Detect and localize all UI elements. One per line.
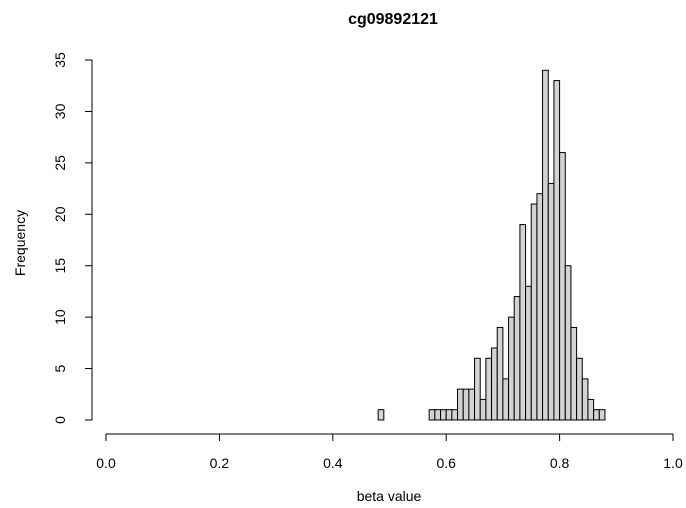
histogram-bar [553,80,561,421]
histogram-bar [428,409,436,421]
histogram-bar [542,69,549,421]
x-tick-label: 0.2 [210,455,230,471]
histogram-bar [547,182,555,421]
y-tick-label: 25 [52,155,68,171]
x-tick-label: 0.8 [550,455,570,471]
y-tick-label: 10 [52,309,68,325]
histogram-bar [377,409,385,421]
histogram-bar [440,409,447,421]
histogram-bar [468,388,476,421]
histogram-bar [564,265,572,421]
histogram-bar [593,409,600,421]
y-tick-label: 20 [52,206,68,222]
y-tick-label: 30 [52,103,68,119]
histogram-bar [525,285,532,421]
x-tick-label: 0.4 [323,455,343,471]
histogram-bar [451,409,459,421]
histogram-bars [377,69,606,421]
histogram-bar [587,398,595,421]
histogram-bar [445,409,453,421]
histogram-bar [519,224,527,421]
y-tick-label: 15 [52,258,68,274]
x-axis: 0.0 0.2 0.4 0.6 0.8 1.0 [96,433,683,471]
histogram-bar [496,326,504,421]
histogram-bar [508,316,515,421]
histogram-bar [576,357,583,421]
histogram-bar [513,296,521,421]
histogram-bar [462,388,470,421]
histogram-bar [581,378,589,421]
histogram-bar [502,378,510,421]
histogram-bar [559,152,566,421]
chart-title: cg09892121 [348,11,438,28]
histogram-bar [457,388,464,421]
x-tick-label: 0.6 [436,455,456,471]
histogram-bar [474,357,481,421]
x-tick-label: 0.0 [96,455,116,471]
histogram-bar [570,326,578,421]
histogram-bar [479,398,487,421]
y-axis: 0 5 10 15 20 25 30 35 [52,52,93,424]
y-tick-label: 0 [52,416,68,424]
histogram-bar [485,357,493,421]
x-axis-label: beta value [357,488,422,504]
x-tick-label: 1.0 [663,455,683,471]
y-tick-label: 5 [52,364,68,372]
histogram-bar [598,409,606,421]
y-tick-label: 35 [52,52,68,68]
histogram-bar [536,193,544,421]
histogram-bar [491,347,498,421]
y-axis-label: Frequency [12,210,28,276]
histogram-bar [434,409,442,421]
histogram-bar [530,203,538,421]
